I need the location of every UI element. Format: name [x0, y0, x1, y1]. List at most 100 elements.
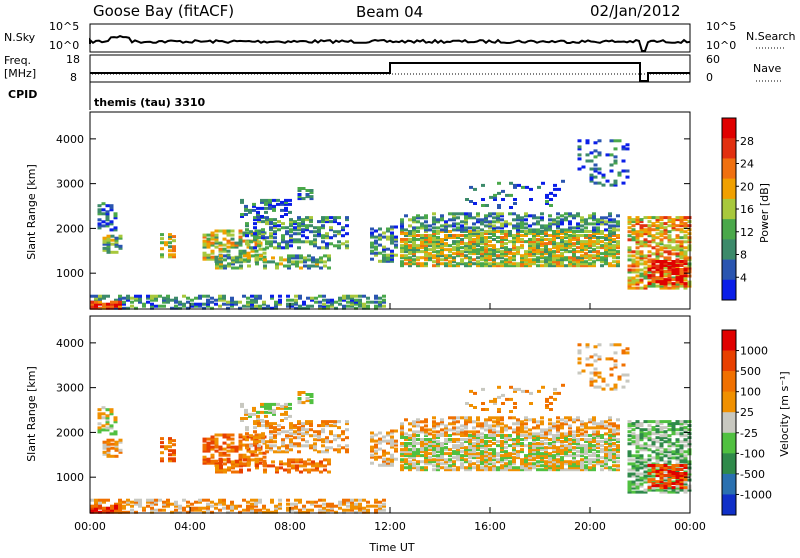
power-cell [636, 256, 640, 259]
velocity-cell [656, 480, 660, 483]
power-cell [118, 301, 122, 304]
velocity-cell [98, 499, 102, 502]
power-cell [111, 243, 115, 246]
power-cell [464, 262, 468, 265]
power-cell [294, 295, 298, 298]
velocity-cell [612, 448, 616, 451]
velocity-cell [660, 426, 664, 429]
power-cell [460, 212, 464, 215]
power-cell [504, 230, 508, 233]
power-cell [370, 301, 374, 304]
freq-tick-top: 18 [66, 53, 80, 66]
power-cell [592, 254, 596, 257]
velocity-cell [508, 444, 512, 447]
velocity-cell [592, 452, 596, 455]
velocity-cell [622, 349, 626, 352]
velocity-cell [648, 469, 652, 472]
velocity-cell [114, 430, 118, 433]
velocity-cell [484, 428, 488, 431]
power-cell [606, 153, 610, 156]
velocity-cell [265, 440, 269, 443]
power-cell [668, 216, 672, 219]
velocity-cell [600, 440, 604, 443]
power-cell [664, 270, 668, 273]
power-cell [684, 216, 688, 219]
velocity-cell [272, 403, 276, 406]
power-cell [529, 188, 533, 191]
power-cell [390, 232, 394, 235]
velocity-cell [285, 434, 289, 437]
power-cell [544, 224, 548, 227]
velocity-cell [325, 420, 329, 423]
power-cell [572, 214, 576, 217]
power-cell [652, 234, 656, 237]
power-cell [484, 230, 488, 233]
velocity-cell [580, 428, 584, 431]
power-cell [310, 305, 314, 308]
power-cell [528, 224, 532, 227]
velocity-cell [289, 422, 293, 425]
velocity-cell [460, 454, 464, 457]
velocity-cell [432, 434, 436, 437]
velocity-cell [110, 408, 114, 411]
velocity-cell [440, 466, 444, 469]
power-cell [424, 214, 428, 217]
power-cell [263, 252, 267, 255]
power-cell [203, 234, 207, 237]
nsearch-tick-top: 10^5 [706, 20, 736, 33]
velocity-cell [664, 426, 668, 429]
velocity-cell [303, 469, 307, 472]
velocity-cell [496, 440, 500, 443]
velocity-cell [317, 450, 321, 453]
power-cell [480, 232, 484, 235]
velocity-cell [329, 424, 333, 427]
velocity-cell [594, 353, 598, 356]
velocity-cell [203, 438, 207, 441]
velocity-cell [556, 416, 560, 419]
velocity-cell [206, 499, 210, 502]
velocity-cell [612, 428, 616, 431]
velocity-cell [166, 499, 170, 502]
power-cell [640, 240, 644, 243]
power-cell [309, 224, 313, 227]
velocity-cell [472, 466, 476, 469]
velocity-cell [202, 499, 206, 502]
velocity-cell [408, 428, 412, 431]
velocity-cell [382, 450, 386, 453]
power-cell [656, 232, 660, 235]
velocity-cell [460, 442, 464, 445]
velocity-cell [297, 426, 301, 429]
power-cell [652, 271, 656, 274]
power-cell [301, 234, 305, 237]
velocity-cell [378, 456, 382, 459]
power-cell [544, 242, 548, 245]
velocity-cell [337, 426, 341, 429]
power-cell [578, 157, 582, 160]
power-cell [194, 297, 198, 300]
velocity-cell [572, 430, 576, 433]
power-cell [280, 201, 284, 204]
power-cell [103, 247, 107, 250]
velocity-cell [160, 451, 164, 454]
power-cell [564, 240, 568, 243]
velocity-cell [456, 416, 460, 419]
power-cell [307, 265, 311, 268]
power-cell [656, 242, 660, 245]
power-cell [257, 236, 261, 239]
velocity-cell [350, 499, 354, 502]
freq-label-2: [MHz] [4, 67, 36, 80]
velocity-cell [253, 436, 257, 439]
power-cell [636, 250, 640, 253]
power-cell [223, 265, 227, 268]
power-cell [540, 230, 544, 233]
power-cell [684, 250, 688, 253]
velocity-cell [472, 426, 476, 429]
power-cell [322, 295, 326, 298]
velocity-cell [424, 466, 428, 469]
velocity-cell [440, 462, 444, 465]
velocity-cell [408, 460, 412, 463]
velocity-cell [420, 438, 424, 441]
power-cell [628, 277, 632, 280]
power-cell [265, 246, 269, 249]
velocity-cell [648, 454, 652, 457]
